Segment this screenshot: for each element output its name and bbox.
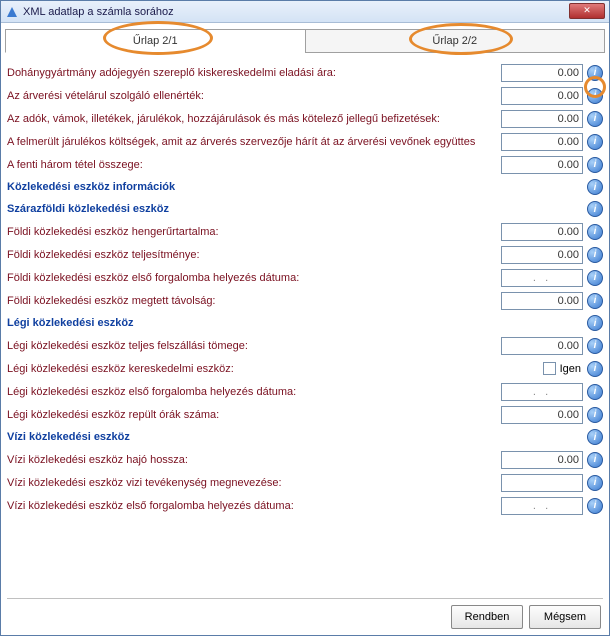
form-row: A felmerült járulékos költségek, amit az…	[7, 130, 603, 153]
cancel-button[interactable]: Mégsem	[529, 605, 601, 629]
section-label: Szárazföldi közlekedési eszköz	[7, 203, 583, 215]
form-row: Légi közlekedési eszköz repült órák szám…	[7, 403, 603, 426]
tab-form-2[interactable]: Űrlap 2/2	[305, 29, 606, 53]
info-icon[interactable]: i	[587, 429, 603, 445]
number-input[interactable]	[501, 156, 583, 174]
field-label: Légi közlekedési eszköz kereskedelmi esz…	[7, 363, 501, 375]
form-row: Dohánygyártmány adójegyén szereplő kiske…	[7, 61, 603, 84]
date-input[interactable]	[501, 383, 583, 401]
field-label: Légi közlekedési eszköz repült órák szám…	[7, 409, 501, 421]
field-label: Légi közlekedési eszköz első forgalomba …	[7, 386, 501, 398]
field-label: A felmerült járulékos költségek, amit az…	[7, 136, 501, 148]
tab-form-1[interactable]: Űrlap 2/1	[5, 29, 306, 53]
info-icon[interactable]: i	[587, 270, 603, 286]
checkbox-wrap: Igen	[501, 362, 583, 375]
footer-buttons: Rendben Mégsem	[451, 605, 601, 629]
number-input[interactable]	[501, 110, 583, 128]
info-icon[interactable]: i	[587, 65, 603, 81]
form-row: Földi közlekedési eszköz első forgalomba…	[7, 266, 603, 289]
form-row: Földi közlekedési eszköz teljesítménye: i	[7, 243, 603, 266]
field-label: Vízi közlekedési eszköz első forgalomba …	[7, 500, 501, 512]
field-label: Földi közlekedési eszköz megtett távolsá…	[7, 295, 501, 307]
close-button[interactable]: ✕	[569, 3, 605, 19]
window-frame: XML adatlap a számla sorához ✕ Űrlap 2/1…	[0, 0, 610, 636]
form-row: Légi közlekedési eszköz első forgalomba …	[7, 380, 603, 403]
section-header: Légi közlekedési eszköz i	[7, 312, 603, 334]
field-label: Földi közlekedési eszköz hengerűrtartalm…	[7, 226, 501, 238]
field-label: Az adók, vámok, illetékek, járulékok, ho…	[7, 113, 501, 125]
form-row: Vízi közlekedési eszköz hajó hossza: i	[7, 448, 603, 471]
form-row: Földi közlekedési eszköz megtett távolsá…	[7, 289, 603, 312]
info-icon[interactable]: i	[587, 201, 603, 217]
separator	[7, 598, 603, 599]
info-icon[interactable]: i	[587, 475, 603, 491]
info-icon[interactable]: i	[587, 384, 603, 400]
field-label: Az árverési vételárul szolgáló ellenérté…	[7, 90, 501, 102]
number-input[interactable]	[501, 246, 583, 264]
info-icon[interactable]: i	[587, 157, 603, 173]
number-input[interactable]	[501, 406, 583, 424]
number-input[interactable]	[501, 133, 583, 151]
info-icon[interactable]: i	[587, 224, 603, 240]
info-icon[interactable]: i	[587, 407, 603, 423]
text-input[interactable]	[501, 474, 583, 492]
number-input[interactable]	[501, 87, 583, 105]
section-header: Közlekedési eszköz információk i	[7, 176, 603, 198]
form-row: Az árverési vételárul szolgáló ellenérté…	[7, 84, 603, 107]
section-label: Vízi közlekedési eszköz	[7, 431, 583, 443]
titlebar: XML adatlap a számla sorához ✕	[1, 1, 609, 23]
section-label: Légi közlekedési eszköz	[7, 317, 583, 329]
section-label: Közlekedési eszköz információk	[7, 181, 583, 193]
number-input[interactable]	[501, 292, 583, 310]
info-icon[interactable]: i	[587, 361, 603, 377]
form-row: Légi közlekedési eszköz kereskedelmi esz…	[7, 357, 603, 380]
date-input[interactable]	[501, 269, 583, 287]
window-title: XML adatlap a számla sorához	[23, 6, 174, 18]
info-icon[interactable]: i	[587, 498, 603, 514]
number-input[interactable]	[501, 64, 583, 82]
form-row: Légi közlekedési eszköz teljes felszállá…	[7, 334, 603, 357]
info-icon[interactable]: i	[587, 452, 603, 468]
checkbox-label: Igen	[560, 363, 581, 375]
field-label: Vízi közlekedési eszköz hajó hossza:	[7, 454, 501, 466]
info-icon[interactable]: i	[587, 247, 603, 263]
form-row: Vízi közlekedési eszköz vizi tevékenység…	[7, 471, 603, 494]
number-input[interactable]	[501, 223, 583, 241]
form-row: Vízi közlekedési eszköz első forgalomba …	[7, 494, 603, 517]
info-icon[interactable]: i	[587, 88, 603, 104]
info-icon[interactable]: i	[587, 134, 603, 150]
date-input[interactable]	[501, 497, 583, 515]
field-label: Földi közlekedési eszköz teljesítménye:	[7, 249, 501, 261]
number-input[interactable]	[501, 451, 583, 469]
field-label: Légi közlekedési eszköz teljes felszállá…	[7, 340, 501, 352]
info-icon[interactable]: i	[587, 338, 603, 354]
section-header: Szárazföldi közlekedési eszköz i	[7, 198, 603, 220]
field-label: Vízi közlekedési eszköz vizi tevékenység…	[7, 477, 501, 489]
section-header: Vízi közlekedési eszköz i	[7, 426, 603, 448]
form-content: Dohánygyártmány adójegyén szereplő kiske…	[1, 53, 609, 517]
info-icon[interactable]: i	[587, 179, 603, 195]
info-icon[interactable]: i	[587, 315, 603, 331]
form-row: Földi közlekedési eszköz hengerűrtartalm…	[7, 220, 603, 243]
number-input[interactable]	[501, 337, 583, 355]
checkbox[interactable]	[543, 362, 556, 375]
form-row: A fenti három tétel összege: i	[7, 153, 603, 176]
tab-label: Űrlap 2/2	[432, 35, 477, 47]
tab-strip: Űrlap 2/1 Űrlap 2/2	[5, 29, 605, 53]
app-icon	[5, 5, 19, 19]
tab-label: Űrlap 2/1	[133, 35, 178, 47]
field-label: Dohánygyártmány adójegyén szereplő kiske…	[7, 67, 501, 79]
field-label: A fenti három tétel összege:	[7, 159, 501, 171]
ok-button[interactable]: Rendben	[451, 605, 523, 629]
form-row: Az adók, vámok, illetékek, járulékok, ho…	[7, 107, 603, 130]
info-icon[interactable]: i	[587, 111, 603, 127]
field-label: Földi közlekedési eszköz első forgalomba…	[7, 272, 501, 284]
info-icon[interactable]: i	[587, 293, 603, 309]
